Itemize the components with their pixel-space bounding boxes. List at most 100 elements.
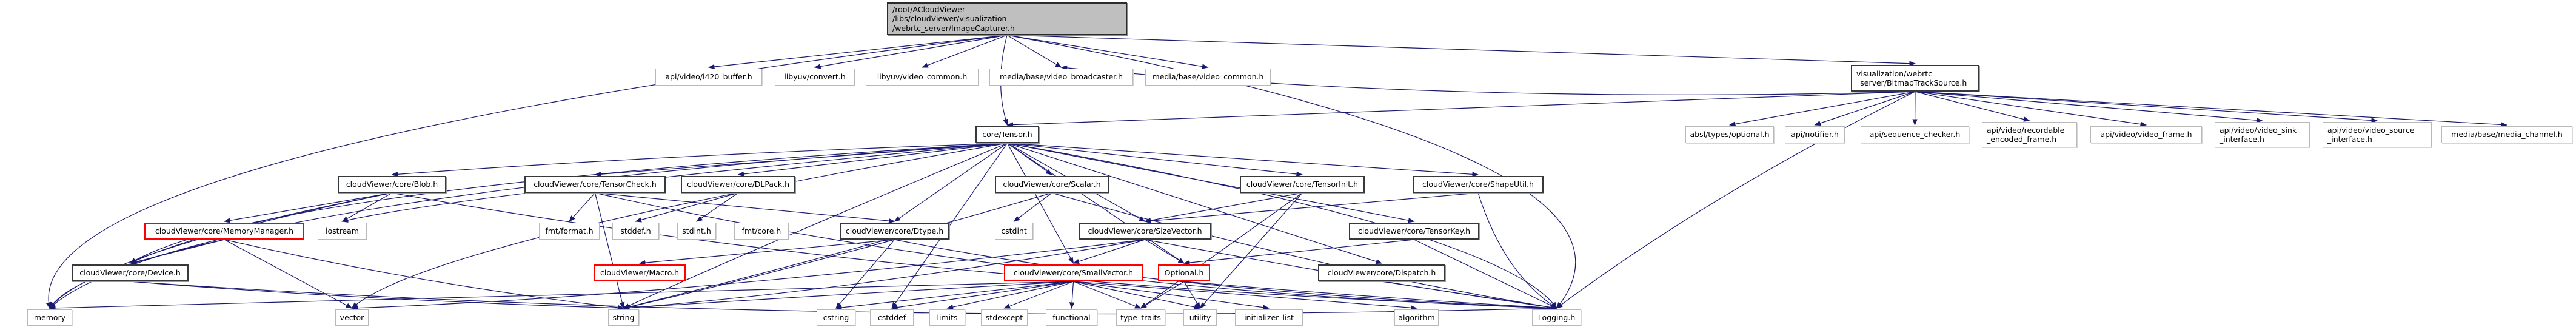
graph-node-smallvector[interactable]: cloudViewer/core/SmallVector.h (1004, 264, 1143, 281)
graph-edge-bitmap-logging (1556, 91, 1916, 309)
graph-node-optional[interactable]: Optional.h (1158, 264, 1210, 281)
graph-node-stddef: stddef.h (612, 223, 659, 240)
graph-edge-smallvector-string (623, 281, 1074, 311)
graph-edge-root-broadcaster (1006, 35, 1062, 68)
graph-node-macro[interactable]: cloudViewer/Macro.h (594, 264, 686, 281)
graph-edge-tensor-optional (1007, 143, 1185, 264)
graph-node-stdint: stdint.h (677, 223, 716, 240)
graph-node-blob[interactable]: cloudViewer/core/Blob.h (338, 176, 446, 193)
graph-node-memory: memory (27, 309, 72, 326)
graph-node-tensorcheck[interactable]: cloudViewer/core/TensorCheck.h (524, 176, 666, 193)
graph-node-i420: api/video/i420_buffer.h (655, 69, 762, 86)
graph-node-bitmap[interactable]: visualization/webrtc _server/BitmapTrack… (1851, 65, 1979, 92)
graph-edge-tensorkey-logging (1414, 239, 1557, 309)
graph-edge-sizevector-smallvector (1072, 239, 1145, 264)
graph-edge-root-i420 (708, 35, 1008, 70)
graph-edge-bitmap-recordable (1915, 91, 2030, 122)
graph-edge-smallvector-limits (946, 281, 1074, 310)
graph-node-iostream: iostream (318, 223, 367, 240)
graph-node-cstring: cstring (817, 309, 855, 326)
graph-edge-tensor-dlpack (737, 143, 1008, 177)
graph-node-cstdint: cstdint (995, 223, 1033, 240)
graph-node-logging: Logging.h (1532, 309, 1581, 326)
graph-node-yuvcommon: libyuv/video_common.h (866, 69, 979, 86)
graph-node-absl: absl/types/optional.h (1685, 126, 1774, 143)
graph-edge-blob-memory (49, 192, 392, 309)
graph-edge-smallvector-cstddef (891, 281, 1074, 310)
graph-node-dtype[interactable]: cloudViewer/core/Dtype.h (840, 223, 949, 240)
graph-node-fmtformat: fmt/format.h (539, 223, 600, 240)
graph-edge-blob-logging (392, 192, 1557, 311)
graph-edge-tensorcheck-string (594, 192, 625, 309)
graph-edge-device-logging (130, 281, 1557, 315)
graph-node-sizevector[interactable]: cloudViewer/core/SizeVector.h (1079, 223, 1211, 240)
graph-edge-tensor-blob (391, 143, 1008, 177)
graph-node-algorithm: algorithm (1394, 309, 1439, 326)
graph-node-root: /root/ACloudViewer /libs/cloudViewer/vis… (887, 2, 1127, 35)
graph-edge-dispatch-logging (1381, 281, 1557, 310)
graph-node-recordable: api/video/recordable _encoded_frame.h (1982, 122, 2077, 147)
graph-edge-tensorcheck-fmtformat (569, 192, 595, 222)
graph-edge-shapeutil-sizevector (1144, 192, 1479, 224)
graph-node-device[interactable]: cloudViewer/core/Device.h (72, 264, 189, 281)
graph-node-notifier: api/notifier.h (1785, 126, 1845, 143)
graph-edge-scalar-string (623, 192, 1052, 309)
graph-edge-dtype-logging (894, 239, 1557, 311)
graph-edge-scalar-cstdint (1013, 192, 1052, 222)
graph-edge-bitmap-vframe (1915, 91, 2147, 127)
graph-node-vsource: api/video/video_source _interface.h (2323, 122, 2432, 147)
graph-node-stdexcept: stdexcept (981, 309, 1028, 326)
graph-edge-memmgr-string (224, 239, 624, 311)
graph-edge-tensor-dispatch (1007, 143, 1383, 264)
graph-node-shapeutil[interactable]: cloudViewer/core/ShapeUtil.h (1413, 176, 1544, 193)
graph-node-memmgr[interactable]: cloudViewer/core/MemoryManager.h (144, 223, 304, 240)
graph-node-initlist: initializer_list (1235, 309, 1303, 326)
graph-node-tensorinit[interactable]: cloudViewer/core/TensorInit.h (1240, 176, 1365, 193)
graph-edge-root-vcommon (1006, 35, 1209, 69)
graph-edge-optional-typetraits (1140, 281, 1185, 309)
graph-node-dispatch[interactable]: cloudViewer/core/Dispatch.h (1318, 264, 1445, 281)
graph-node-convert: libyuv/convert.h (775, 69, 855, 86)
graph-edge-dtype-cstring (835, 239, 895, 309)
graph-node-vframe: api/video/video_frame.h (2090, 126, 2202, 143)
graph-edge-bitmap-absl (1728, 91, 1916, 127)
graph-edge-tensor-tensorinit (1007, 143, 1303, 177)
graph-edge-tensor-shapeutil (1007, 143, 1479, 177)
graph-edge-root-yuvcommon (921, 35, 1008, 68)
graph-edge-root-convert (814, 35, 1008, 69)
graph-node-dlpack[interactable]: cloudViewer/core/DLPack.h (681, 176, 795, 193)
graph-edge-device-string (130, 281, 624, 311)
graph-edge-dlpack-stddef (635, 192, 738, 223)
graph-edge-memmgr-vector (224, 239, 353, 309)
graph-node-scalar[interactable]: cloudViewer/core/Scalar.h (995, 176, 1109, 193)
graph-edge-tensorcheck-dtype (595, 192, 895, 224)
graph-node-tensorkey[interactable]: cloudViewer/core/TensorKey.h (1349, 223, 1479, 240)
graph-node-vsink: api/video/video_sink _interface.h (2215, 122, 2310, 147)
graph-edge-bitmap-tensor (1006, 91, 1916, 127)
graph-edge-root-memory (45, 35, 1008, 309)
graph-edge-smallvector-utility (1073, 281, 1201, 310)
graph-edge-sizevector-vector (351, 239, 1145, 311)
graph-edge-tensor-string (623, 143, 1008, 309)
graph-node-functional: functional (1046, 309, 1097, 326)
graph-edge-scalar-logging (1051, 192, 1557, 310)
graph-edge-tensorcheck-logging (595, 192, 1557, 311)
graph-node-vcommon: media/base/video_common.h (1145, 69, 1271, 86)
graph-edge-sizevector-string (623, 239, 1145, 311)
graph-node-seqcheck: api/sequence_checker.h (1861, 126, 1969, 143)
graph-edge-tensor-dtype (894, 143, 1008, 222)
graph-edge-tensor-device (129, 143, 1008, 264)
graph-edge-optional-logging (1183, 281, 1557, 311)
graph-edge-optional-utility (1183, 281, 1201, 309)
graph-edge-blob-iostream (341, 192, 392, 222)
graph-node-string: string (608, 309, 639, 326)
graph-edge-smallvector-stdexcept (1003, 281, 1074, 309)
graph-edge-bitmap-vsource (1915, 91, 2378, 123)
graph-edge-tensorinit-sizevector (1144, 192, 1303, 223)
graph-node-tensor[interactable]: core/Tensor.h (975, 126, 1039, 143)
graph-edge-smallvector-functional (1069, 281, 1075, 309)
graph-edge-dlpack-stdint (696, 192, 738, 222)
graph-node-broadcaster: media/base/video_broadcaster.h (989, 69, 1133, 86)
